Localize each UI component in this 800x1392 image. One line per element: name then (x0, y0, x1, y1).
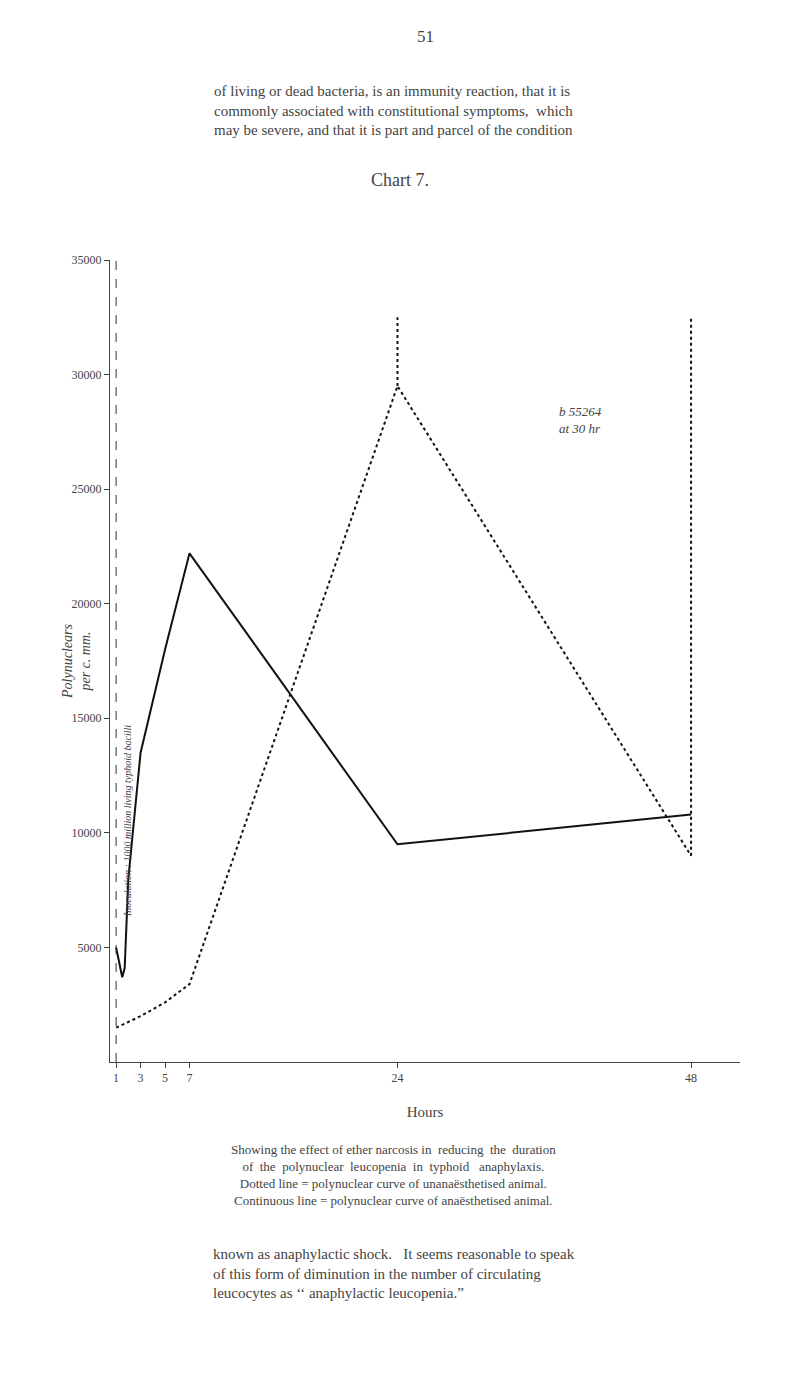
svg-text:35000: 35000 (72, 253, 102, 267)
svg-text:20000: 20000 (72, 597, 102, 611)
svg-text:Chart 7.: Chart 7. (371, 170, 429, 190)
svg-text:Showing the effect of ether na: Showing the effect of ether narcosis in … (231, 1142, 556, 1208)
svg-text:25000: 25000 (72, 482, 102, 496)
svg-text:7: 7 (187, 1071, 193, 1085)
svg-text:Polynuclearsper c. mm.: Polynuclearsper c. mm. (60, 624, 93, 699)
svg-text:Inoculation : 1000 million liv: Inoculation : 1000 million living typhoi… (122, 725, 133, 917)
svg-text:30000: 30000 (72, 368, 102, 382)
svg-text:15000: 15000 (72, 711, 102, 725)
svg-text:known as anaphylactic shock.: known as anaphylactic shock. It seems re… (213, 1246, 575, 1301)
svg-text:48: 48 (685, 1071, 697, 1085)
svg-text:10000: 10000 (72, 826, 102, 840)
svg-text:b 55264at 30 hr: b 55264at 30 hr (559, 404, 602, 436)
svg-text:1: 1 (113, 1071, 119, 1085)
svg-text:5000: 5000 (78, 941, 102, 955)
svg-text:5: 5 (162, 1071, 168, 1085)
svg-text:24: 24 (391, 1071, 403, 1085)
svg-text:of living or dead bacteria, is: of living or dead bacteria, is an immuni… (214, 83, 573, 138)
svg-text:51: 51 (417, 27, 434, 46)
svg-text:Hours: Hours (407, 1104, 444, 1120)
svg-text:3: 3 (138, 1071, 144, 1085)
